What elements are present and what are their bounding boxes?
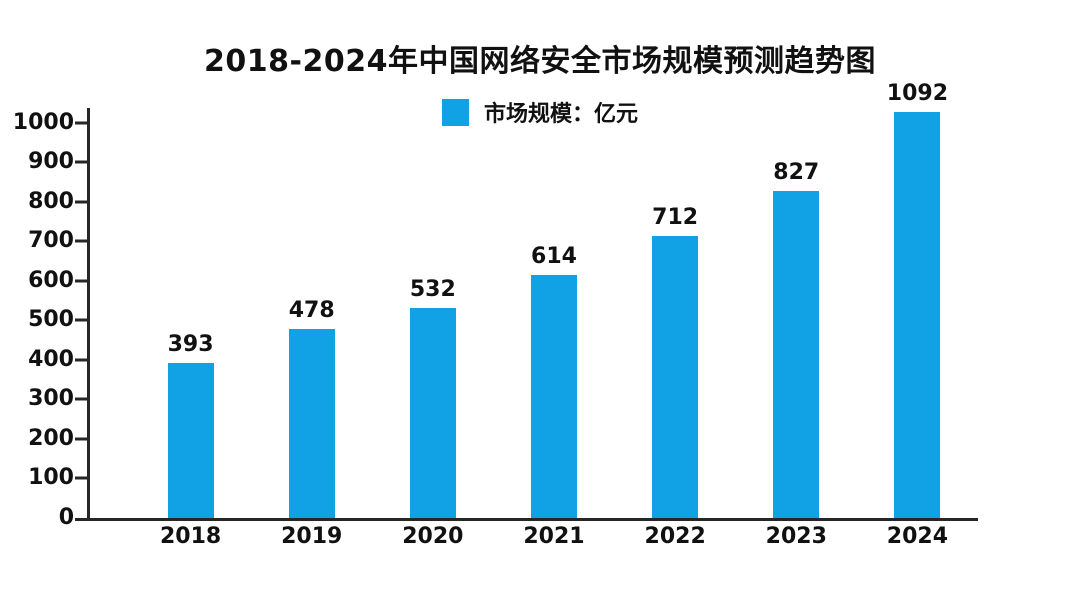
y-tick-mark	[75, 160, 87, 164]
y-tick-label: 200	[28, 425, 74, 451]
x-tick-label: 2021	[523, 524, 585, 549]
y-tick-mark	[75, 358, 87, 362]
y-tick-mark	[75, 279, 87, 283]
legend-label: 市场规模：亿元	[483, 102, 638, 127]
y-tick-label: 900	[28, 149, 74, 175]
bar-2021	[530, 275, 577, 518]
bar-slot-2022: 712 2022	[615, 83, 736, 548]
x-tick-label: 2022	[644, 524, 706, 549]
y-tick-mark	[75, 476, 87, 480]
y-tick-label: 100	[28, 465, 74, 491]
bar-2020	[409, 307, 456, 518]
bar-slot-2021: 614 2021	[493, 83, 614, 548]
y-tick-label: 1000	[12, 109, 74, 135]
bar-value-label: 532	[409, 276, 456, 302]
bar-value-label: 1092	[886, 81, 949, 106]
y-tick-label: 0	[58, 505, 74, 530]
y-tick-label: 500	[28, 307, 74, 333]
chart-title: 2018-2024年中国网络安全市场规模预测趋势图	[204, 44, 876, 79]
y-tick-mark	[75, 318, 87, 322]
bar-slot-2023: 827 2023	[736, 83, 857, 547]
legend: 市场规模：亿元	[0, 96, 1080, 128]
plot-area: 0 100 200 300 400 500 600 700 800 900 1000 393 2018…	[13, 81, 978, 548]
y-tick-label: 300	[28, 386, 74, 412]
bar-2023	[773, 190, 820, 518]
x-tick-label: 2020	[402, 524, 464, 549]
y-tick-mark	[75, 200, 87, 204]
x-tick-label: 2018	[159, 524, 222, 549]
y-tick-label: 600	[28, 267, 74, 293]
x-axis-line	[75, 518, 978, 521]
x-tick-label: 2024	[886, 524, 949, 549]
bar-2019	[288, 328, 335, 518]
bar-slot-2024: 1092 2024	[857, 81, 978, 548]
x-tick-label: 2019	[281, 524, 343, 549]
bar-2024	[894, 112, 941, 518]
bars-group: 393 2018 478 2019 532 2020 614 2021 712 2022 827 20…	[90, 81, 978, 548]
bar-slot-2019: 478 2019	[251, 83, 372, 547]
y-tick-mark	[75, 239, 87, 243]
x-tick-label: 2023	[765, 524, 827, 549]
y-tick-mark	[75, 121, 87, 125]
y-tick-label: 700	[28, 228, 74, 254]
bar-slot-2018: 393 2018	[130, 83, 251, 547]
y-tick-label: 400	[28, 346, 74, 372]
bar-value-label: 393	[167, 331, 214, 357]
bar-value-label: 614	[531, 244, 577, 270]
y-axis-line	[87, 108, 90, 521]
y-tick-mark	[75, 437, 87, 441]
y-tick-label: 800	[28, 188, 74, 214]
legend-swatch-icon	[441, 98, 469, 126]
bar-value-label: 827	[773, 159, 820, 185]
bar-2022	[652, 236, 699, 518]
bar-value-label: 478	[288, 297, 335, 323]
bar-2018	[167, 362, 214, 518]
bar-value-label: 712	[652, 205, 699, 231]
bar-slot-2020: 532 2020	[372, 83, 493, 547]
y-tick-mark	[75, 397, 87, 401]
